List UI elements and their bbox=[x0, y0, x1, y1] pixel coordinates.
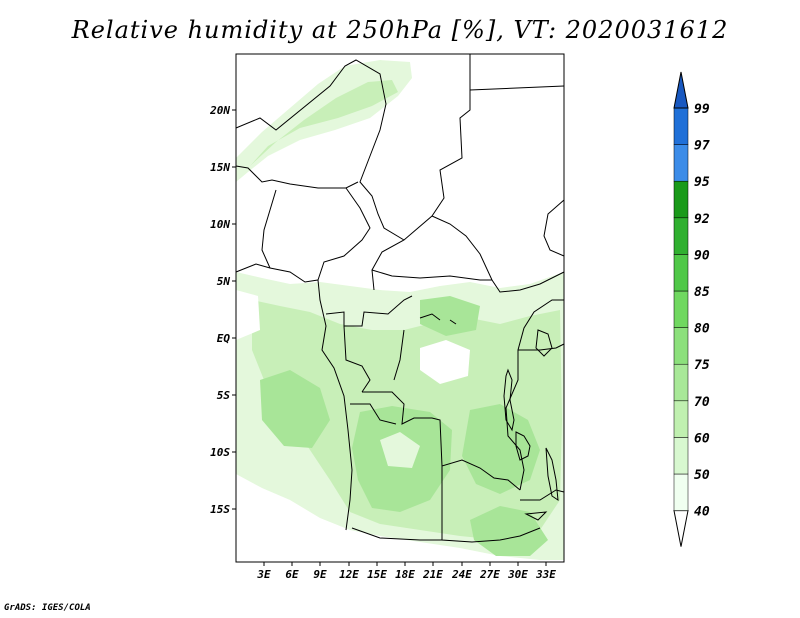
map-panel bbox=[235, 53, 565, 563]
lat-label: 5N bbox=[217, 275, 231, 288]
lon-label: 6E bbox=[285, 568, 299, 581]
colorbar-label: 92 bbox=[694, 212, 710, 227]
colorbar-label: 50 bbox=[694, 468, 710, 483]
colorbar-segment bbox=[673, 180, 689, 219]
colorbar-label: 90 bbox=[694, 248, 710, 263]
lon-axis: 3E 6E 9E 12E 15E 18E 21E 24E 27E 30E 33E bbox=[256, 562, 556, 581]
lakes bbox=[419, 313, 559, 521]
lat-label: 10N bbox=[210, 218, 230, 231]
dry-patch-1 bbox=[420, 340, 470, 384]
colorbar-label: 85 bbox=[694, 285, 710, 300]
lon-label: 21E bbox=[422, 568, 443, 581]
map-frame bbox=[235, 53, 565, 563]
lat-label: EQ bbox=[217, 332, 231, 345]
lon-label: 24E bbox=[451, 568, 472, 581]
humidity-field-dark-5 bbox=[420, 296, 480, 336]
dry-patch-3 bbox=[380, 432, 420, 468]
colorbar-segment bbox=[673, 363, 689, 402]
lat-label: 15S bbox=[210, 503, 230, 516]
colorbar-segment bbox=[673, 217, 689, 255]
colorbar-segment bbox=[673, 327, 689, 365]
lon-label: 27E bbox=[479, 568, 500, 581]
colorbar-segment bbox=[673, 290, 689, 328]
colorbar-label: 99 bbox=[694, 102, 710, 117]
lon-label: 3E bbox=[256, 568, 271, 581]
humidity-field-dark-4 bbox=[470, 506, 548, 556]
colorbar-high-arrow bbox=[673, 71, 689, 109]
colorbar-label: 40 bbox=[694, 505, 710, 520]
lon-label: 15E bbox=[367, 568, 387, 581]
colorbar-label: 70 bbox=[694, 395, 710, 410]
colorbar-segment bbox=[673, 400, 689, 438]
colorbar-segment bbox=[673, 144, 689, 182]
colorbar-label: 95 bbox=[694, 175, 710, 190]
colorbar-segment bbox=[673, 437, 689, 475]
humidity-field-dark-3 bbox=[260, 370, 330, 448]
colorbar-label: 75 bbox=[694, 358, 710, 373]
lat-label: 10S bbox=[210, 446, 230, 459]
lon-label: 18E bbox=[395, 568, 415, 581]
colorbar-segment bbox=[673, 107, 689, 145]
footer-credit: GrADS: IGES/COLA bbox=[4, 603, 91, 613]
colorbar-labels: 40 50 60 70 75 80 85 90 92 95 97 99 bbox=[694, 102, 710, 520]
humidity-field-dark-2 bbox=[462, 404, 540, 494]
lon-label: 30E bbox=[507, 568, 528, 581]
humidity-band-north-inner bbox=[250, 80, 398, 166]
lat-label: 15N bbox=[210, 161, 230, 174]
colorbar-label: 80 bbox=[694, 322, 710, 337]
lat-label: 20N bbox=[209, 104, 230, 117]
lon-label: 33E bbox=[535, 568, 556, 581]
colorbar-label: 60 bbox=[694, 431, 710, 446]
lon-label: 12E bbox=[339, 568, 359, 581]
lat-axis: 20N 15N 10N 5N EQ 5S 10S 15S bbox=[209, 104, 236, 516]
colorbar: 40 50 60 70 75 80 85 90 92 95 97 99 bbox=[673, 71, 710, 547]
humidity-field bbox=[236, 60, 564, 560]
country-borders bbox=[235, 54, 565, 543]
colorbar-segment bbox=[673, 254, 689, 292]
chart-title: Relative humidity at 250hPa [%], VT: 202… bbox=[71, 16, 729, 44]
lat-label: 5S bbox=[217, 389, 231, 402]
colorbar-segment bbox=[673, 473, 689, 511]
colorbar-segments bbox=[673, 71, 689, 547]
colorbar-label: 97 bbox=[694, 139, 710, 154]
colorbar-low-arrow bbox=[673, 510, 689, 547]
lon-label: 9E bbox=[313, 568, 327, 581]
dry-patch-2 bbox=[236, 290, 260, 340]
